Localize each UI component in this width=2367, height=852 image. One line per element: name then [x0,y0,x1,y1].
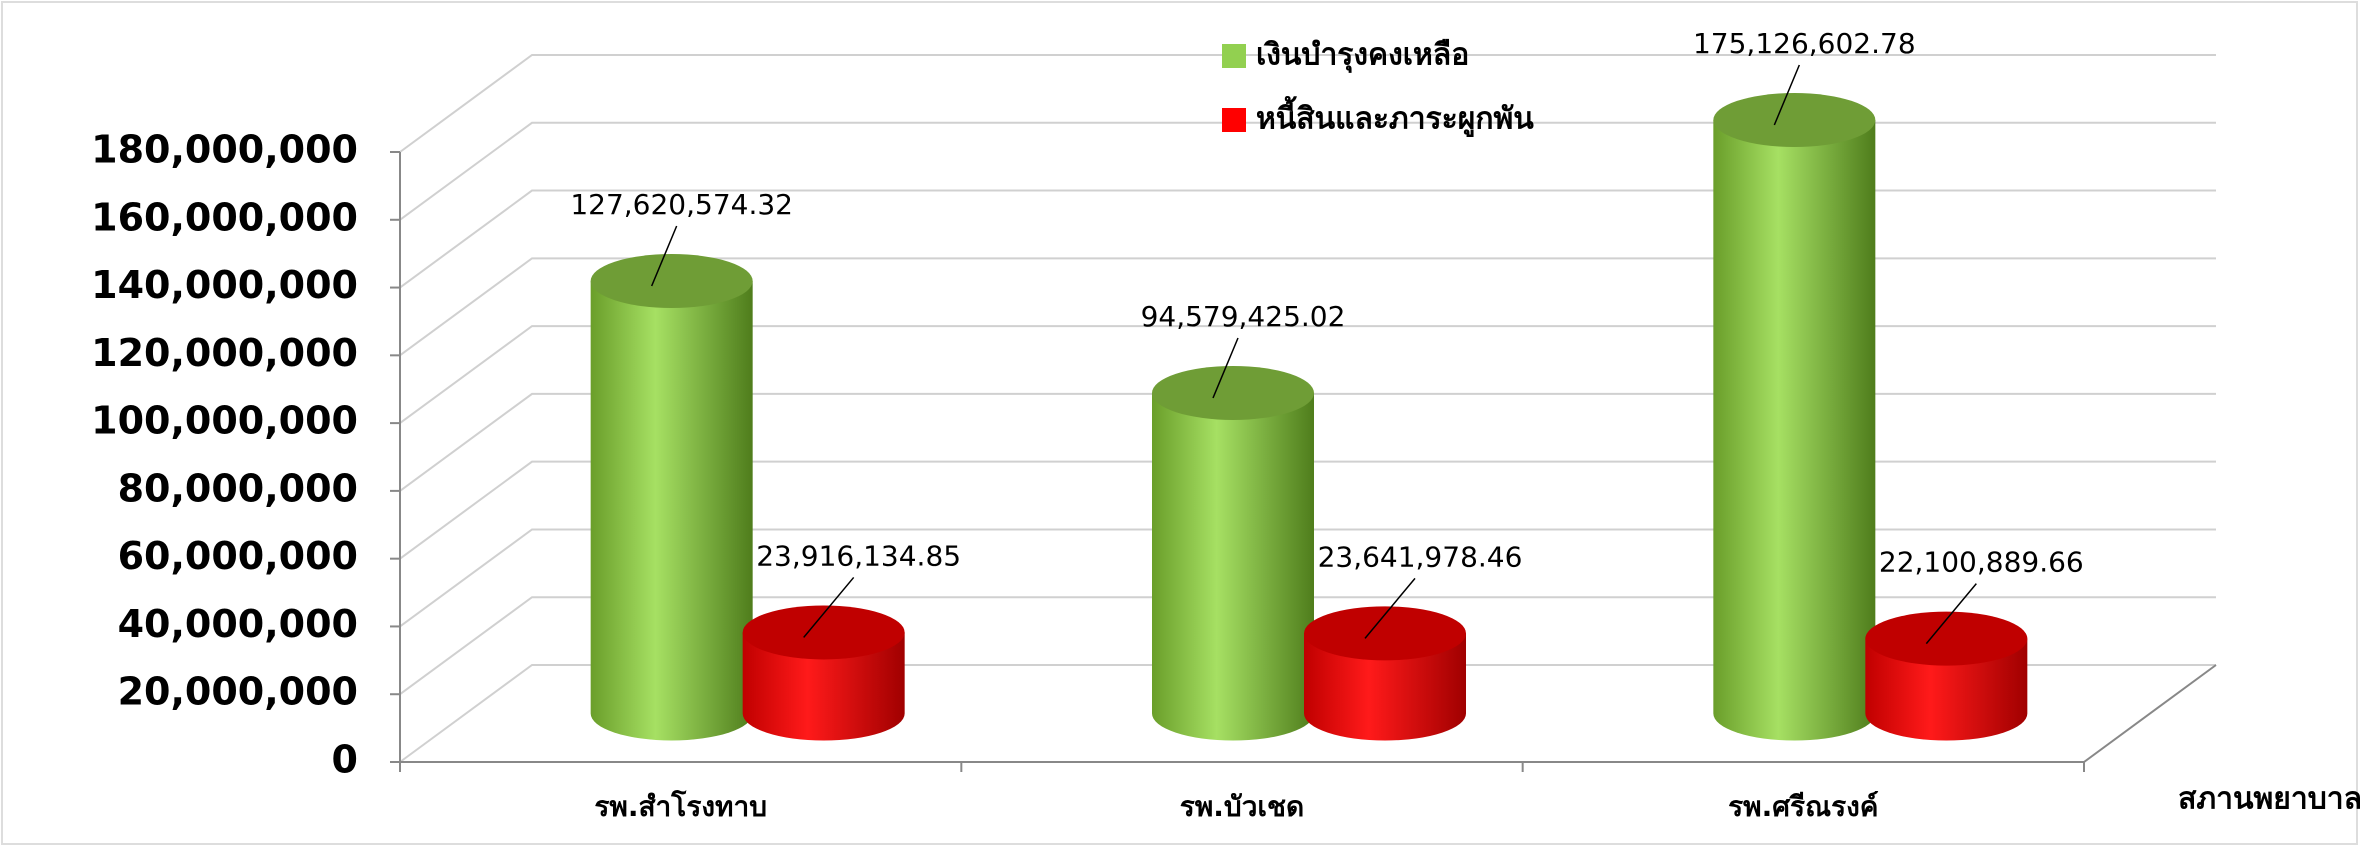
x-tick-label: รพ.สำโรงทาบ [594,789,767,823]
y-tick-label: 60,000,000 [118,534,358,578]
bar-top [590,254,753,309]
y-tick-label: 80,000,000 [118,466,358,510]
bar [1865,638,2028,741]
leader-line [803,576,855,638]
leader-line [1773,64,1801,126]
y-tick-label: 160,000,000 [91,195,358,239]
y-tick-label: 0 [332,738,358,782]
grid-line [399,596,2216,696]
leader-line [1212,337,1239,399]
bar-top [742,605,905,660]
grid-line [399,528,2216,628]
grid-line [399,460,2216,560]
x-axis-title: สภานพยาบาล [2178,782,2362,817]
y-tick-label: 120,000,000 [91,331,358,375]
y-tick-label: 100,000,000 [91,399,358,443]
legend-label: เงินบำรุงคงเหลือ [1256,38,1469,74]
value-label: 94,579,425.02 [1141,300,1346,333]
legend-label: หนี้สินและภาระผูกพัน [1256,96,1534,138]
bar [590,281,753,741]
value-label: 127,620,574.32 [570,188,793,221]
legend-swatch [1222,44,1246,68]
value-label: 23,641,978.46 [1318,540,1523,573]
bar-top [1713,93,1876,148]
y-tick-label: 140,000,000 [91,263,358,307]
grid-line [399,257,2216,357]
value-label: 175,126,602.78 [1693,27,1916,60]
bar [1713,120,1876,741]
bar-top [1152,365,1314,420]
grid-line [399,392,2216,492]
leader-line [650,225,678,287]
bar [1152,392,1314,741]
leader-line [1364,577,1416,639]
value-label: 23,916,134.85 [756,539,961,572]
y-tick-label: 20,000,000 [118,670,358,714]
grid-line [399,664,2216,763]
grid-line [399,121,2216,221]
back-wall [400,15,532,762]
grid-line [399,189,2216,289]
value-label: 22,100,889.66 [1879,546,2084,579]
x-tick-label: รพ.ศรีณรงค์ [1728,790,1878,823]
bar-top [1865,611,2028,666]
bar-top [1304,606,1466,661]
bar [1304,633,1466,741]
legend-swatch [1222,108,1246,132]
x-tick-label: รพ.บัวเชด [1180,790,1304,823]
y-tick-label: 180,000,000 [91,128,358,172]
y-tick-label: 40,000,000 [118,602,358,646]
grid-line [399,54,2216,153]
leader-line [1925,583,1977,645]
grid-line [399,325,2216,424]
bar [742,632,905,741]
